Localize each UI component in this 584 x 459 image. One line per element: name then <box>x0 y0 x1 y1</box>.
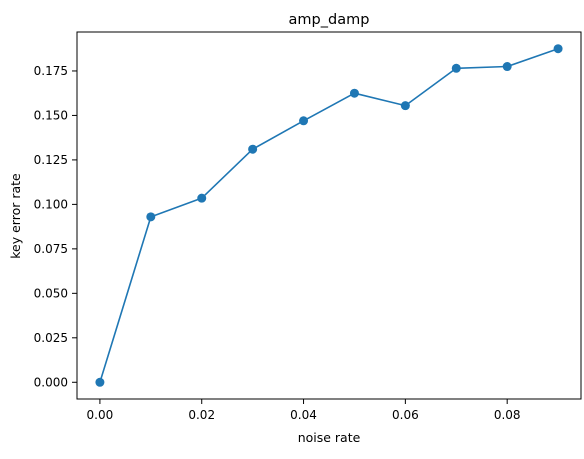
y-tick-label: 0.125 <box>34 153 68 167</box>
y-tick-label: 0.000 <box>34 375 68 389</box>
data-point <box>502 62 512 72</box>
data-point <box>95 377 105 387</box>
data-point <box>553 44 563 54</box>
y-tick-label: 0.175 <box>34 64 68 78</box>
y-axis-label: key error rate <box>8 173 23 259</box>
y-tick-label: 0.025 <box>34 331 68 345</box>
y-axis-ticks: 0.000 0.025 0.050 0.075 0.100 0.125 0.150 0.175 <box>34 64 77 389</box>
y-tick-label: 0.050 <box>34 286 68 300</box>
chart-title: amp_damp <box>289 12 370 28</box>
y-tick-label: 0.075 <box>34 242 68 256</box>
data-point <box>451 63 461 73</box>
data-point <box>349 88 359 98</box>
data-point <box>400 101 410 111</box>
x-tick-label: 0.08 <box>494 408 521 422</box>
x-axis-ticks: 0.00 0.02 0.04 0.06 0.08 <box>87 399 521 422</box>
x-tick-label: 0.04 <box>290 408 317 422</box>
data-point <box>248 144 258 154</box>
series-line <box>99 47 559 383</box>
y-tick-label: 0.150 <box>34 108 68 122</box>
series-layer <box>95 44 563 387</box>
x-tick-label: 0.02 <box>188 408 215 422</box>
x-tick-label: 0.06 <box>392 408 419 422</box>
data-point <box>146 212 156 222</box>
plot-area <box>76 31 582 400</box>
data-point <box>197 193 207 203</box>
x-tick-label: 0.00 <box>87 408 114 422</box>
y-tick-label: 0.100 <box>34 197 68 211</box>
x-axis-label: noise rate <box>298 430 361 445</box>
data-point <box>299 116 309 126</box>
